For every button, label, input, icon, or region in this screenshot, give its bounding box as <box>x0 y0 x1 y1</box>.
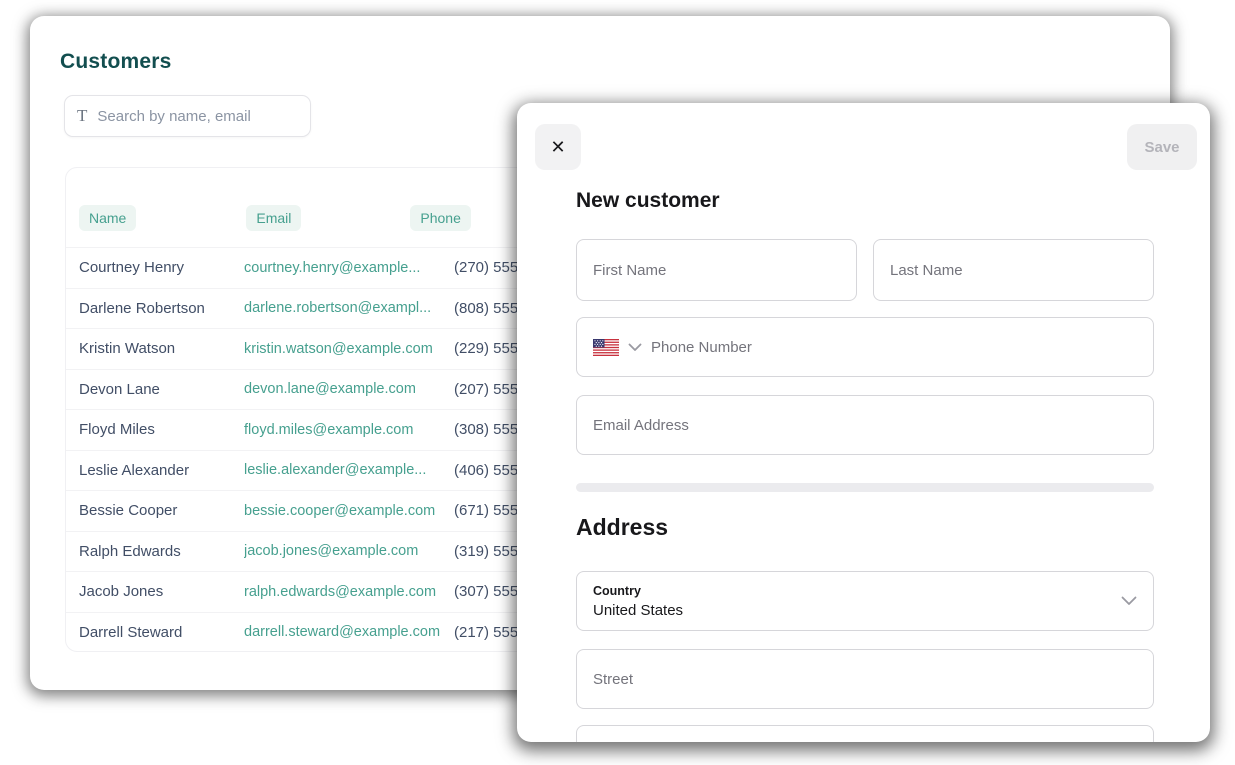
customer-phone: (270) 555 <box>454 259 519 277</box>
customer-name: Bessie Cooper <box>79 502 178 520</box>
customer-name: Darlene Robertson <box>79 299 205 317</box>
country-value: United States <box>593 601 684 619</box>
customer-email-link[interactable]: devon.lane@example.com <box>244 381 416 398</box>
customer-phone: (217) 555- <box>454 623 524 641</box>
customer-phone: (307) 555 <box>454 583 519 601</box>
customer-name: Floyd Miles <box>79 421 155 439</box>
first-name-field[interactable] <box>576 239 857 301</box>
customer-email-link[interactable]: jacob.jones@example.com <box>244 543 419 560</box>
customer-phone: (229) 555- <box>454 340 524 358</box>
customer-name: Ralph Edwards <box>79 542 181 560</box>
search-box[interactable]: T <box>64 95 311 137</box>
customer-phone: (671) 555- <box>454 502 524 520</box>
modal-title: New customer <box>576 189 720 212</box>
street-field[interactable] <box>576 649 1154 709</box>
close-icon[interactable]: ✕ <box>535 124 581 170</box>
chevron-down-icon <box>1121 596 1137 605</box>
last-name-field[interactable] <box>873 239 1154 301</box>
phone-field[interactable] <box>576 317 1154 377</box>
table-row[interactable]: Kristin Watson kristin.watson@example.com… <box>66 329 1139 370</box>
column-header-email[interactable]: Email <box>246 205 302 231</box>
customer-name: Devon Lane <box>79 380 160 398</box>
us-flag-icon <box>593 338 619 356</box>
text-search-icon: T <box>77 106 88 125</box>
email-address-field[interactable] <box>576 395 1154 455</box>
chevron-down-icon[interactable] <box>628 343 642 352</box>
section-divider <box>576 483 1154 492</box>
save-button[interactable]: Save <box>1127 124 1197 170</box>
table-row[interactable]: Darrell Steward darrell.steward@example.c… <box>66 613 1139 652</box>
customer-name: Jacob Jones <box>79 583 164 601</box>
country-select[interactable]: Country United States <box>576 571 1154 631</box>
column-header-phone[interactable]: Phone <box>410 205 471 231</box>
customer-phone: (308) 555 <box>454 421 519 439</box>
customer-email-link[interactable]: kristin.watson@example.com <box>244 340 433 357</box>
address-section-title: Address <box>576 514 669 540</box>
new-customer-modal: ✕ Save New customer <box>517 103 1210 742</box>
customer-phone: (319) 555- <box>454 542 524 560</box>
phone-number-input[interactable] <box>651 318 1137 376</box>
column-header-name[interactable]: Name <box>79 205 137 231</box>
customer-phone: (207) 555 <box>454 380 519 398</box>
country-label: Country <box>593 583 641 598</box>
customer-name: Courtney Henry <box>79 259 185 277</box>
country-texts: Country United States <box>593 584 1121 619</box>
customer-email-link[interactable]: courtney.henry@example... <box>244 259 421 276</box>
table-row[interactable]: Darlene Robertson darlene.robertson@examp… <box>66 289 1139 329</box>
customer-name: Darrell Steward <box>79 623 183 641</box>
customer-email-link[interactable]: floyd.miles@example.com <box>244 421 414 438</box>
customer-email-link[interactable]: bessie.cooper@example.com <box>244 502 436 519</box>
customer-phone: (406) 555 <box>454 461 519 479</box>
customer-email-link[interactable]: ralph.edwards@example.com <box>244 583 437 600</box>
customer-email-link[interactable]: darlene.robertson@exampl... <box>244 300 432 317</box>
customer-name: Kristin Watson <box>79 340 176 358</box>
customer-email-link[interactable]: darrell.steward@example.com <box>244 624 441 641</box>
search-input[interactable] <box>97 107 298 125</box>
next-address-field-partial[interactable] <box>576 725 1154 742</box>
page-title: Customers <box>60 50 172 73</box>
customer-email-link[interactable]: leslie.alexander@example... <box>244 462 427 479</box>
customer-name: Leslie Alexander <box>79 461 190 479</box>
customer-phone: (808) 555 <box>454 299 519 317</box>
